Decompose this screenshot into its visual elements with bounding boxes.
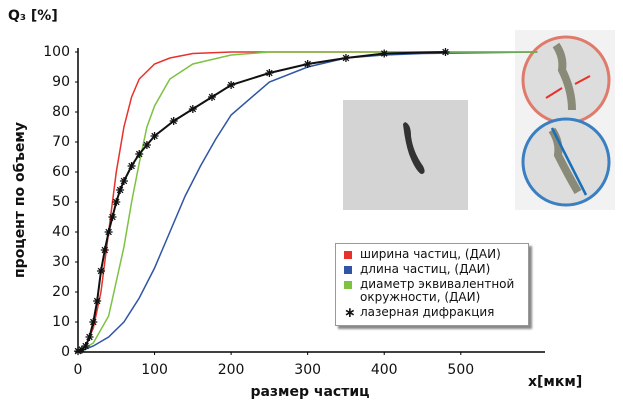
series-line (77, 51, 538, 353)
y-tick-label: 80 (52, 104, 70, 120)
star-marker (77, 345, 86, 354)
y-axis-label: процент по объему (12, 122, 28, 278)
legend-item: ∗ лазерная дифракция (338, 305, 526, 321)
y-tick-label: 50 (52, 194, 70, 210)
y-title: Q₃ [%] (8, 8, 58, 24)
star-marker (96, 267, 105, 275)
legend-swatch (344, 251, 352, 259)
star-marker (116, 186, 125, 194)
star-marker (142, 141, 151, 149)
legend: ширина частиц, (ДАИ) длина частиц, (ДАИ) д… (335, 243, 529, 326)
y-tick-label: 0 (61, 344, 70, 360)
star-marker (89, 318, 98, 326)
x-axis-label: размер частиц (250, 384, 369, 400)
star-marker (227, 81, 236, 89)
star-marker (207, 93, 216, 101)
legend-label: диаметр эквивалентной окружности, (ДАИ) (360, 277, 515, 304)
x-tick-label: 500 (447, 362, 474, 378)
star-marker (127, 162, 136, 170)
star-marker (108, 213, 117, 221)
x-tick-label: 100 (141, 362, 168, 378)
particle-diagram (515, 30, 615, 210)
y-tick-label: 40 (52, 224, 70, 240)
star-marker (441, 48, 450, 56)
particle-photo (343, 100, 468, 210)
legend-box: ширина частиц, (ДАИ)длина частиц, (ДАИ)д… (335, 243, 529, 326)
legend-item: диаметр эквивалентной окружности, (ДАИ) (338, 278, 526, 304)
star-marker (119, 177, 128, 185)
star-marker (93, 297, 102, 305)
star-marker (74, 347, 82, 356)
y-tick-label: 10 (52, 314, 70, 330)
y-tick-label: 90 (52, 74, 70, 90)
x-unit-label: x[мкм] (528, 374, 582, 390)
x-tick-label: 400 (371, 362, 398, 378)
star-marker (100, 246, 109, 254)
y-tick-label: 100 (43, 44, 70, 60)
star-marker (380, 49, 389, 58)
legend-swatch (344, 281, 352, 289)
legend-item: ширина частиц, (ДАИ) (338, 248, 526, 261)
star-marker (188, 105, 197, 113)
y-tick-label: 60 (52, 164, 70, 180)
star-marker (104, 228, 113, 236)
legend-swatch: ∗ (344, 305, 356, 321)
star-marker (135, 150, 144, 158)
x-tick-label: 200 (218, 362, 245, 378)
star-marker (112, 198, 121, 206)
legend-item: длина частиц, (ДАИ) (338, 263, 526, 276)
star-marker (85, 333, 94, 341)
y-tick-label: 70 (52, 134, 70, 150)
star-marker (81, 342, 90, 350)
legend-swatch (344, 266, 352, 274)
y-tick-label: 30 (52, 254, 70, 270)
star-marker (265, 69, 274, 77)
star-marker (169, 117, 178, 125)
legend-label: длина частиц, (ДАИ) (360, 262, 491, 276)
legend-label: ширина частиц, (ДАИ) (360, 247, 501, 261)
star-marker (303, 60, 312, 68)
star-marker (150, 132, 159, 140)
x-tick-label: 0 (74, 362, 83, 378)
star-marker (341, 54, 350, 62)
x-tick-label: 300 (294, 362, 321, 378)
y-tick-label: 20 (52, 284, 70, 300)
legend-label: лазерная дифракция (360, 305, 495, 319)
